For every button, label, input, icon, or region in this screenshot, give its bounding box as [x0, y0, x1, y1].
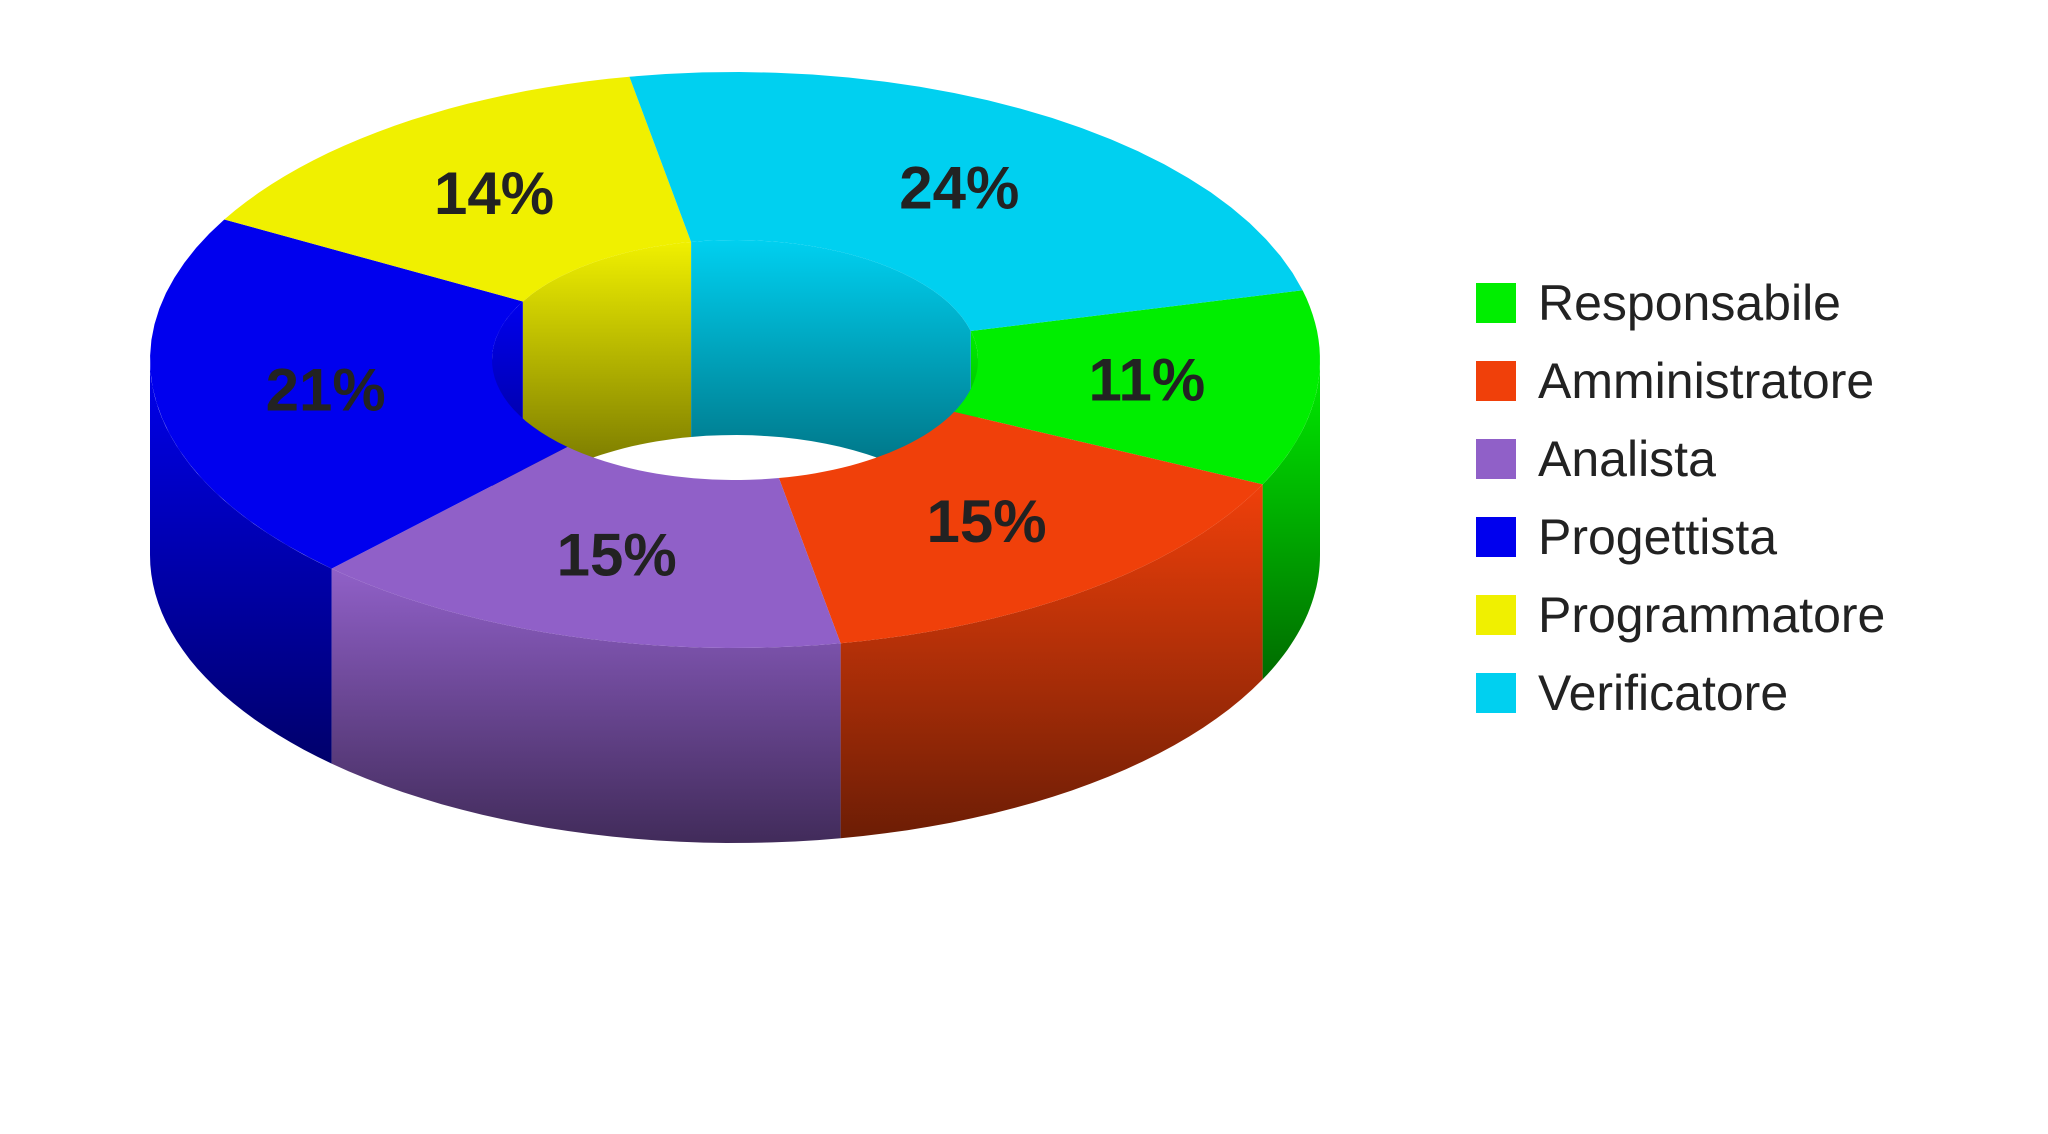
legend-swatch — [1476, 517, 1516, 557]
legend-item-responsabile: Responsabile — [1476, 264, 1885, 342]
legend-item-verificatore: Verificatore — [1476, 654, 1885, 732]
legend-label: Verificatore — [1538, 665, 1789, 721]
legend-swatch — [1476, 283, 1516, 323]
legend-label: Responsabile — [1538, 275, 1841, 331]
legend-label: Analista — [1538, 431, 1716, 487]
chart-legend: Responsabile Amministratore Analista Proget… — [1476, 264, 1885, 732]
outer-wall-responsabile — [1262, 360, 1320, 680]
legend-item-programmatore: Programmatore — [1476, 576, 1885, 654]
legend-item-progettista: Progettista — [1476, 498, 1885, 576]
outer-wall-progettista — [150, 360, 332, 764]
legend-swatch — [1476, 595, 1516, 635]
slice-programmatore — [224, 76, 692, 302]
legend-swatch — [1476, 673, 1516, 713]
inner-wall-programmatore — [522, 242, 692, 497]
slice-verificatore — [629, 72, 1303, 331]
legend-label: Amministratore — [1538, 353, 1875, 409]
outer-wall-analista — [331, 568, 841, 843]
legend-swatch — [1476, 439, 1516, 479]
legend-item-analista: Analista — [1476, 420, 1885, 498]
percent-labels: 11% 15% 15% 21% 14% 24% — [266, 155, 1206, 589]
legend-label: Progettista — [1538, 509, 1778, 565]
outer-wall-amministratore — [840, 484, 1263, 839]
percent-label-analista: 15% — [557, 522, 677, 589]
percent-label-responsabile: 11% — [1089, 347, 1206, 414]
legend-label: Programmatore — [1538, 587, 1886, 643]
slice-amministratore — [778, 411, 1263, 644]
percent-label-amministratore: 15% — [926, 488, 1046, 555]
percent-label-verificatore: 24% — [899, 155, 1019, 222]
donut-outer-walls — [150, 360, 1320, 843]
slice-progettista — [150, 219, 568, 569]
legend-item-amministratore: Amministratore — [1476, 342, 1885, 420]
legend-swatch — [1476, 361, 1516, 401]
percent-label-progettista: 21% — [266, 357, 386, 424]
slice-analista — [331, 446, 841, 648]
donut-top-faces — [150, 72, 1320, 648]
percent-label-programmatore: 14% — [434, 160, 554, 227]
slice-responsabile — [954, 290, 1320, 485]
